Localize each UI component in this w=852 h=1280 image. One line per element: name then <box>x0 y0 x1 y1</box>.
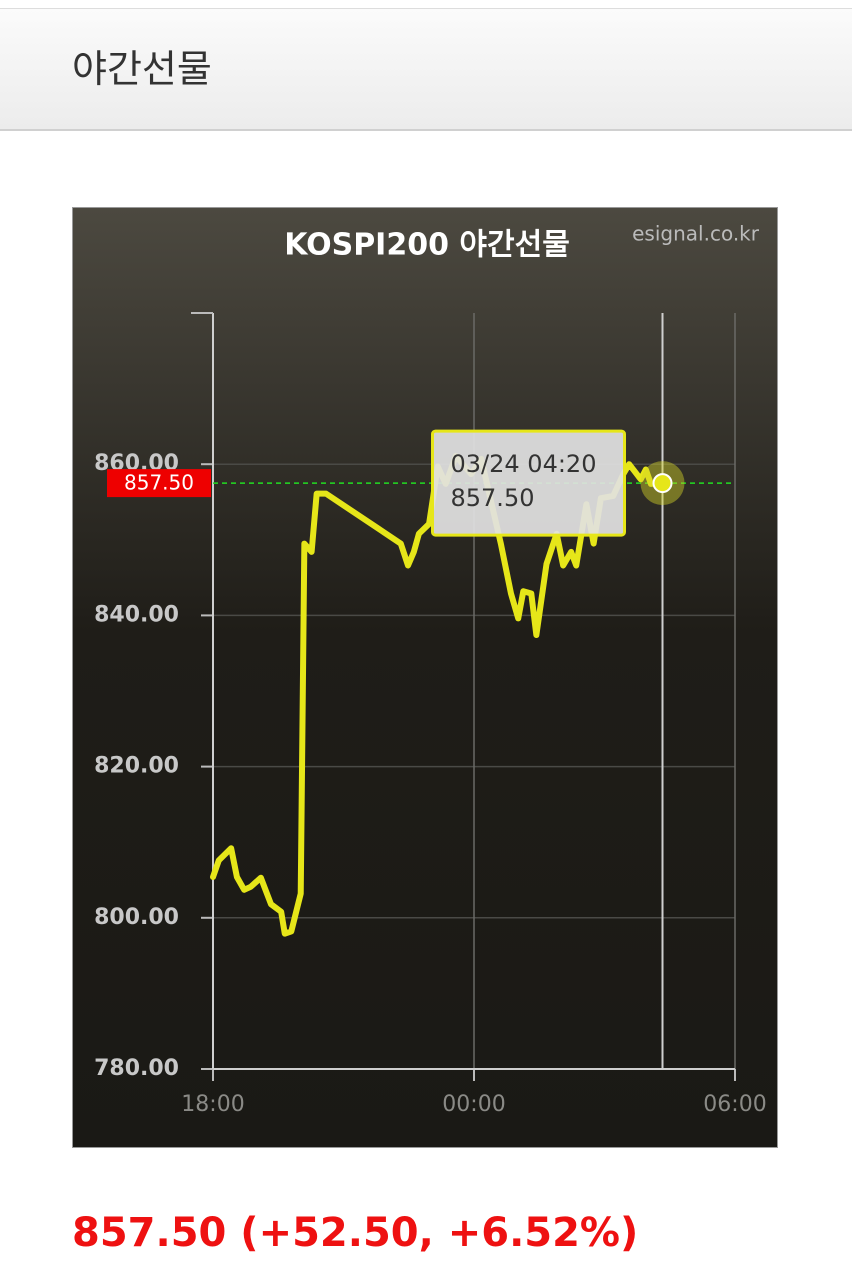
y-tick-label: 820.00 <box>94 754 179 779</box>
header-title: 야간선물 <box>72 47 212 91</box>
chart-title: KOSPI200 야간선물 <box>284 228 570 263</box>
y-tick-label: 800.00 <box>94 905 179 930</box>
x-tick-label: 00:00 <box>442 1092 505 1117</box>
y-tick-label: 780.00 <box>94 1056 179 1081</box>
tooltip-value: 857.50 <box>451 484 535 512</box>
tooltip-box <box>431 429 626 537</box>
x-tick-label: 18:00 <box>181 1092 244 1117</box>
header-bar: 야간선물 <box>0 8 852 131</box>
x-tick-label: 06:00 <box>703 1092 766 1117</box>
watermark: esignal.co.kr <box>632 222 760 246</box>
tooltip-time: 03/24 04:20 <box>451 450 597 478</box>
highlight-point <box>652 473 673 494</box>
last-value-label: 857.50 <box>124 471 194 495</box>
y-tick-label: 840.00 <box>94 602 179 627</box>
chart-background <box>73 208 777 1147</box>
last-value-badge <box>107 469 211 498</box>
chart: KOSPI200 야간선물 esignal.co.kr 780.00 800.00… <box>72 207 778 1148</box>
price-summary: 857.50 (+52.50, +6.52%) <box>72 1210 639 1256</box>
